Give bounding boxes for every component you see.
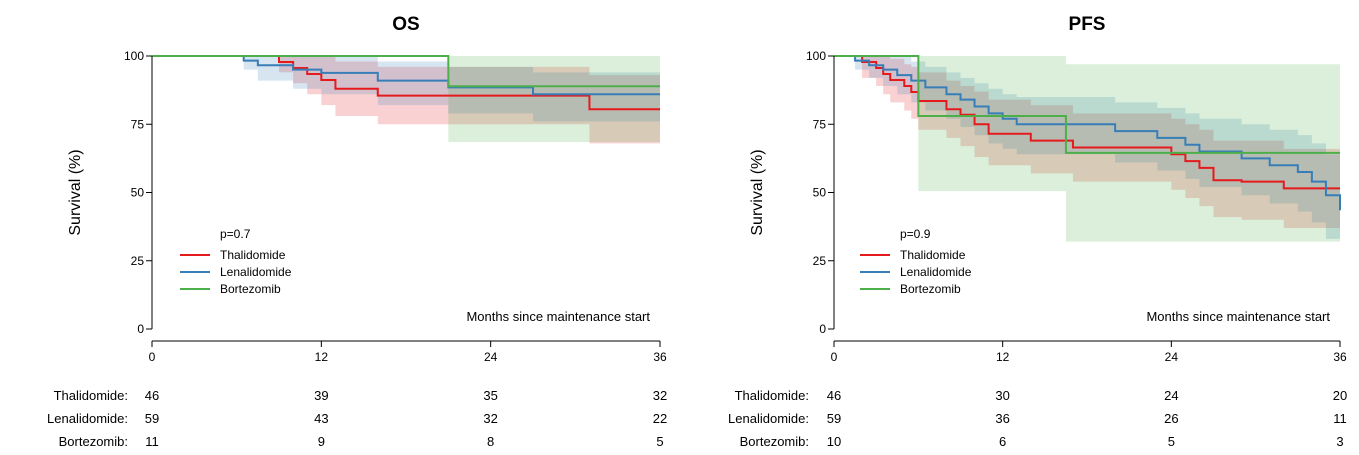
x-tick-label: 24 bbox=[484, 350, 498, 364]
ci-band-lenalidomide bbox=[834, 56, 1340, 259]
legend-label-thalidomide: Thalidomide bbox=[900, 248, 966, 262]
risk-table-value: 59 bbox=[827, 411, 841, 426]
y-axis-label: Survival (%) bbox=[749, 149, 766, 235]
y-tick-label: 0 bbox=[819, 322, 826, 336]
chart-title: OS bbox=[392, 14, 419, 35]
risk-table-value: 46 bbox=[145, 388, 159, 403]
ci-band-lenalidomide bbox=[152, 56, 660, 122]
x-axis-label: Months since maintenance start bbox=[1146, 309, 1330, 324]
y-tick-label: 100 bbox=[806, 49, 826, 63]
survival-line-bortezomib bbox=[834, 55, 1340, 154]
risk-table-value: 11 bbox=[145, 434, 159, 449]
x-tick-label: 12 bbox=[315, 350, 329, 364]
risk-table-label: Thalidomide: bbox=[735, 388, 809, 403]
p-value: p=0.9 bbox=[900, 227, 931, 241]
survival-line-lenalidomide bbox=[152, 55, 660, 96]
ci-band-bortezomib bbox=[834, 56, 1340, 242]
x-tick-label: 36 bbox=[653, 350, 667, 364]
y-tick-label: 75 bbox=[131, 117, 145, 131]
risk-table-value: 10 bbox=[827, 434, 841, 449]
legend-label-bortezomib: Bortezomib bbox=[900, 282, 961, 296]
risk-table-label: Thalidomide: bbox=[54, 388, 128, 403]
legend-label-bortezomib: Bortezomib bbox=[220, 282, 281, 296]
x-tick-label: 36 bbox=[1333, 350, 1347, 364]
risk-table-value: 8 bbox=[487, 434, 494, 449]
legend-label-lenalidomide: Lenalidomide bbox=[900, 265, 972, 279]
risk-table-value: 36 bbox=[995, 411, 1009, 426]
y-tick-label: 25 bbox=[131, 254, 145, 268]
risk-table-value: 39 bbox=[314, 388, 328, 403]
risk-table-value: 46 bbox=[827, 388, 841, 403]
risk-table-value: 32 bbox=[483, 411, 497, 426]
risk-table-value: 20 bbox=[1333, 388, 1347, 403]
y-tick-label: 75 bbox=[813, 117, 827, 131]
risk-table-label: Lenalidomide: bbox=[47, 411, 128, 426]
y-tick-label: 50 bbox=[131, 186, 145, 200]
risk-table-value: 59 bbox=[145, 411, 159, 426]
risk-table-label: Bortezomib: bbox=[59, 434, 128, 449]
y-tick-label: 50 bbox=[813, 186, 827, 200]
ci-band-bortezomib bbox=[152, 56, 660, 142]
p-value: p=0.7 bbox=[220, 227, 251, 241]
legend-label-lenalidomide: Lenalidomide bbox=[220, 265, 292, 279]
risk-table-value: 5 bbox=[1168, 434, 1175, 449]
x-tick-label: 0 bbox=[149, 350, 156, 364]
x-tick-label: 24 bbox=[1165, 350, 1179, 364]
risk-table-value: 5 bbox=[656, 434, 663, 449]
survival-line-thalidomide bbox=[834, 55, 1340, 190]
survival-line-bortezomib bbox=[152, 55, 660, 88]
risk-table-value: 35 bbox=[483, 388, 497, 403]
risk-table-value: 30 bbox=[995, 388, 1009, 403]
y-tick-label: 0 bbox=[137, 322, 144, 336]
panel-os: OS Survival (%) 0 25 50 75 100 0 12 24 36 Months si… bbox=[47, 14, 667, 449]
survival-line-thalidomide bbox=[152, 55, 660, 111]
y-axis-label: Survival (%) bbox=[67, 149, 84, 235]
risk-table-value: 9 bbox=[318, 434, 325, 449]
risk-table-label: Bortezomib: bbox=[740, 434, 809, 449]
risk-table-value: 43 bbox=[314, 411, 328, 426]
chart-title: PFS bbox=[1069, 14, 1106, 35]
ci-band-thalidomide bbox=[152, 56, 660, 144]
risk-table-label: Lenalidomide: bbox=[728, 411, 809, 426]
risk-table-value: 6 bbox=[999, 434, 1006, 449]
risk-table-value: 26 bbox=[1164, 411, 1178, 426]
x-tick-label: 12 bbox=[996, 350, 1010, 364]
risk-table-value: 22 bbox=[653, 411, 667, 426]
survival-line-lenalidomide bbox=[834, 55, 1341, 211]
x-axis-label: Months since maintenance start bbox=[466, 309, 650, 324]
y-tick-label: 25 bbox=[813, 254, 827, 268]
x-tick-label: 0 bbox=[831, 350, 838, 364]
risk-table-value: 3 bbox=[1336, 434, 1343, 449]
risk-table-value: 32 bbox=[653, 388, 667, 403]
y-tick-label: 100 bbox=[124, 49, 144, 63]
risk-table-value: 24 bbox=[1164, 388, 1178, 403]
risk-table-value: 11 bbox=[1333, 411, 1347, 426]
legend-label-thalidomide: Thalidomide bbox=[220, 248, 286, 262]
